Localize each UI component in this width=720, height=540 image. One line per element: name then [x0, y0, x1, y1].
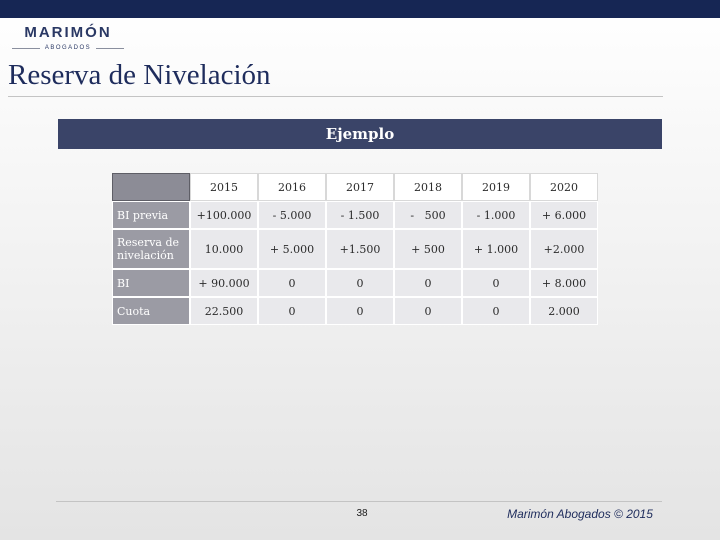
logo-name: MARIMÓN — [24, 24, 112, 41]
table-cell: 0 — [462, 269, 530, 297]
table-cell: 0 — [258, 297, 326, 325]
footer-divider — [56, 501, 662, 502]
page-title: Reserva de Nivelación — [8, 59, 271, 91]
section-header: Ejemplo — [58, 119, 662, 149]
table-row: Cuota 22.500 0 0 0 0 2.000 — [112, 297, 598, 325]
year-header: 2017 — [326, 173, 394, 201]
table-corner-cell — [112, 173, 190, 201]
table-cell: + 5.000 — [258, 229, 326, 269]
year-header: 2019 — [462, 173, 530, 201]
table-cell: +2.000 — [530, 229, 598, 269]
row-label: BI previa — [112, 201, 190, 229]
row-label: Cuota — [112, 297, 190, 325]
table-cell: - 1.000 — [462, 201, 530, 229]
table-cell: +100.000 — [190, 201, 258, 229]
table-cell: - 1.500 — [326, 201, 394, 229]
logo-rule-left — [12, 48, 40, 49]
table-cell: - 500 — [394, 201, 462, 229]
table-cell: 22.500 — [190, 297, 258, 325]
logo-rule-right — [96, 48, 124, 49]
table-cell: + 8.000 — [530, 269, 598, 297]
table-row: BI + 90.000 0 0 0 0 + 8.000 — [112, 269, 598, 297]
year-header: 2016 — [258, 173, 326, 201]
table-cell: 2.000 — [530, 297, 598, 325]
logo: MARIMÓN ABOGADOS — [12, 24, 124, 52]
table-cell: 0 — [326, 297, 394, 325]
table-header-row: 2015 2016 2017 2018 2019 2020 — [112, 173, 598, 201]
row-label: Reserva de nivelación — [112, 229, 190, 269]
table-row: Reserva de nivelación 10.000 + 5.000 +1.… — [112, 229, 598, 269]
logo-tagline: ABOGADOS — [44, 45, 92, 51]
table-cell: 0 — [394, 269, 462, 297]
table-cell: 0 — [326, 269, 394, 297]
table-cell: 0 — [394, 297, 462, 325]
data-table: 2015 2016 2017 2018 2019 2020 BI previa … — [112, 173, 598, 325]
year-header: 2020 — [530, 173, 598, 201]
year-header: 2018 — [394, 173, 462, 201]
table-cell: + 90.000 — [190, 269, 258, 297]
table-cell: +1.500 — [326, 229, 394, 269]
table-cell: 0 — [462, 297, 530, 325]
logo-tagline-row: ABOGADOS — [12, 43, 124, 53]
table-cell: + 6.000 — [530, 201, 598, 229]
table-cell: + 500 — [394, 229, 462, 269]
table-cell: + 1.000 — [462, 229, 530, 269]
year-header: 2015 — [190, 173, 258, 201]
table-cell: 0 — [258, 269, 326, 297]
table-cell: 10.000 — [190, 229, 258, 269]
table-row: BI previa +100.000 - 5.000 - 1.500 - 500… — [112, 201, 598, 229]
title-divider — [8, 96, 663, 97]
row-label: BI — [112, 269, 190, 297]
top-bar — [0, 0, 720, 18]
footer-copyright: Marimón Abogados © 2015 — [507, 507, 653, 521]
page-number: 38 — [356, 508, 368, 519]
table-cell: - 5.000 — [258, 201, 326, 229]
